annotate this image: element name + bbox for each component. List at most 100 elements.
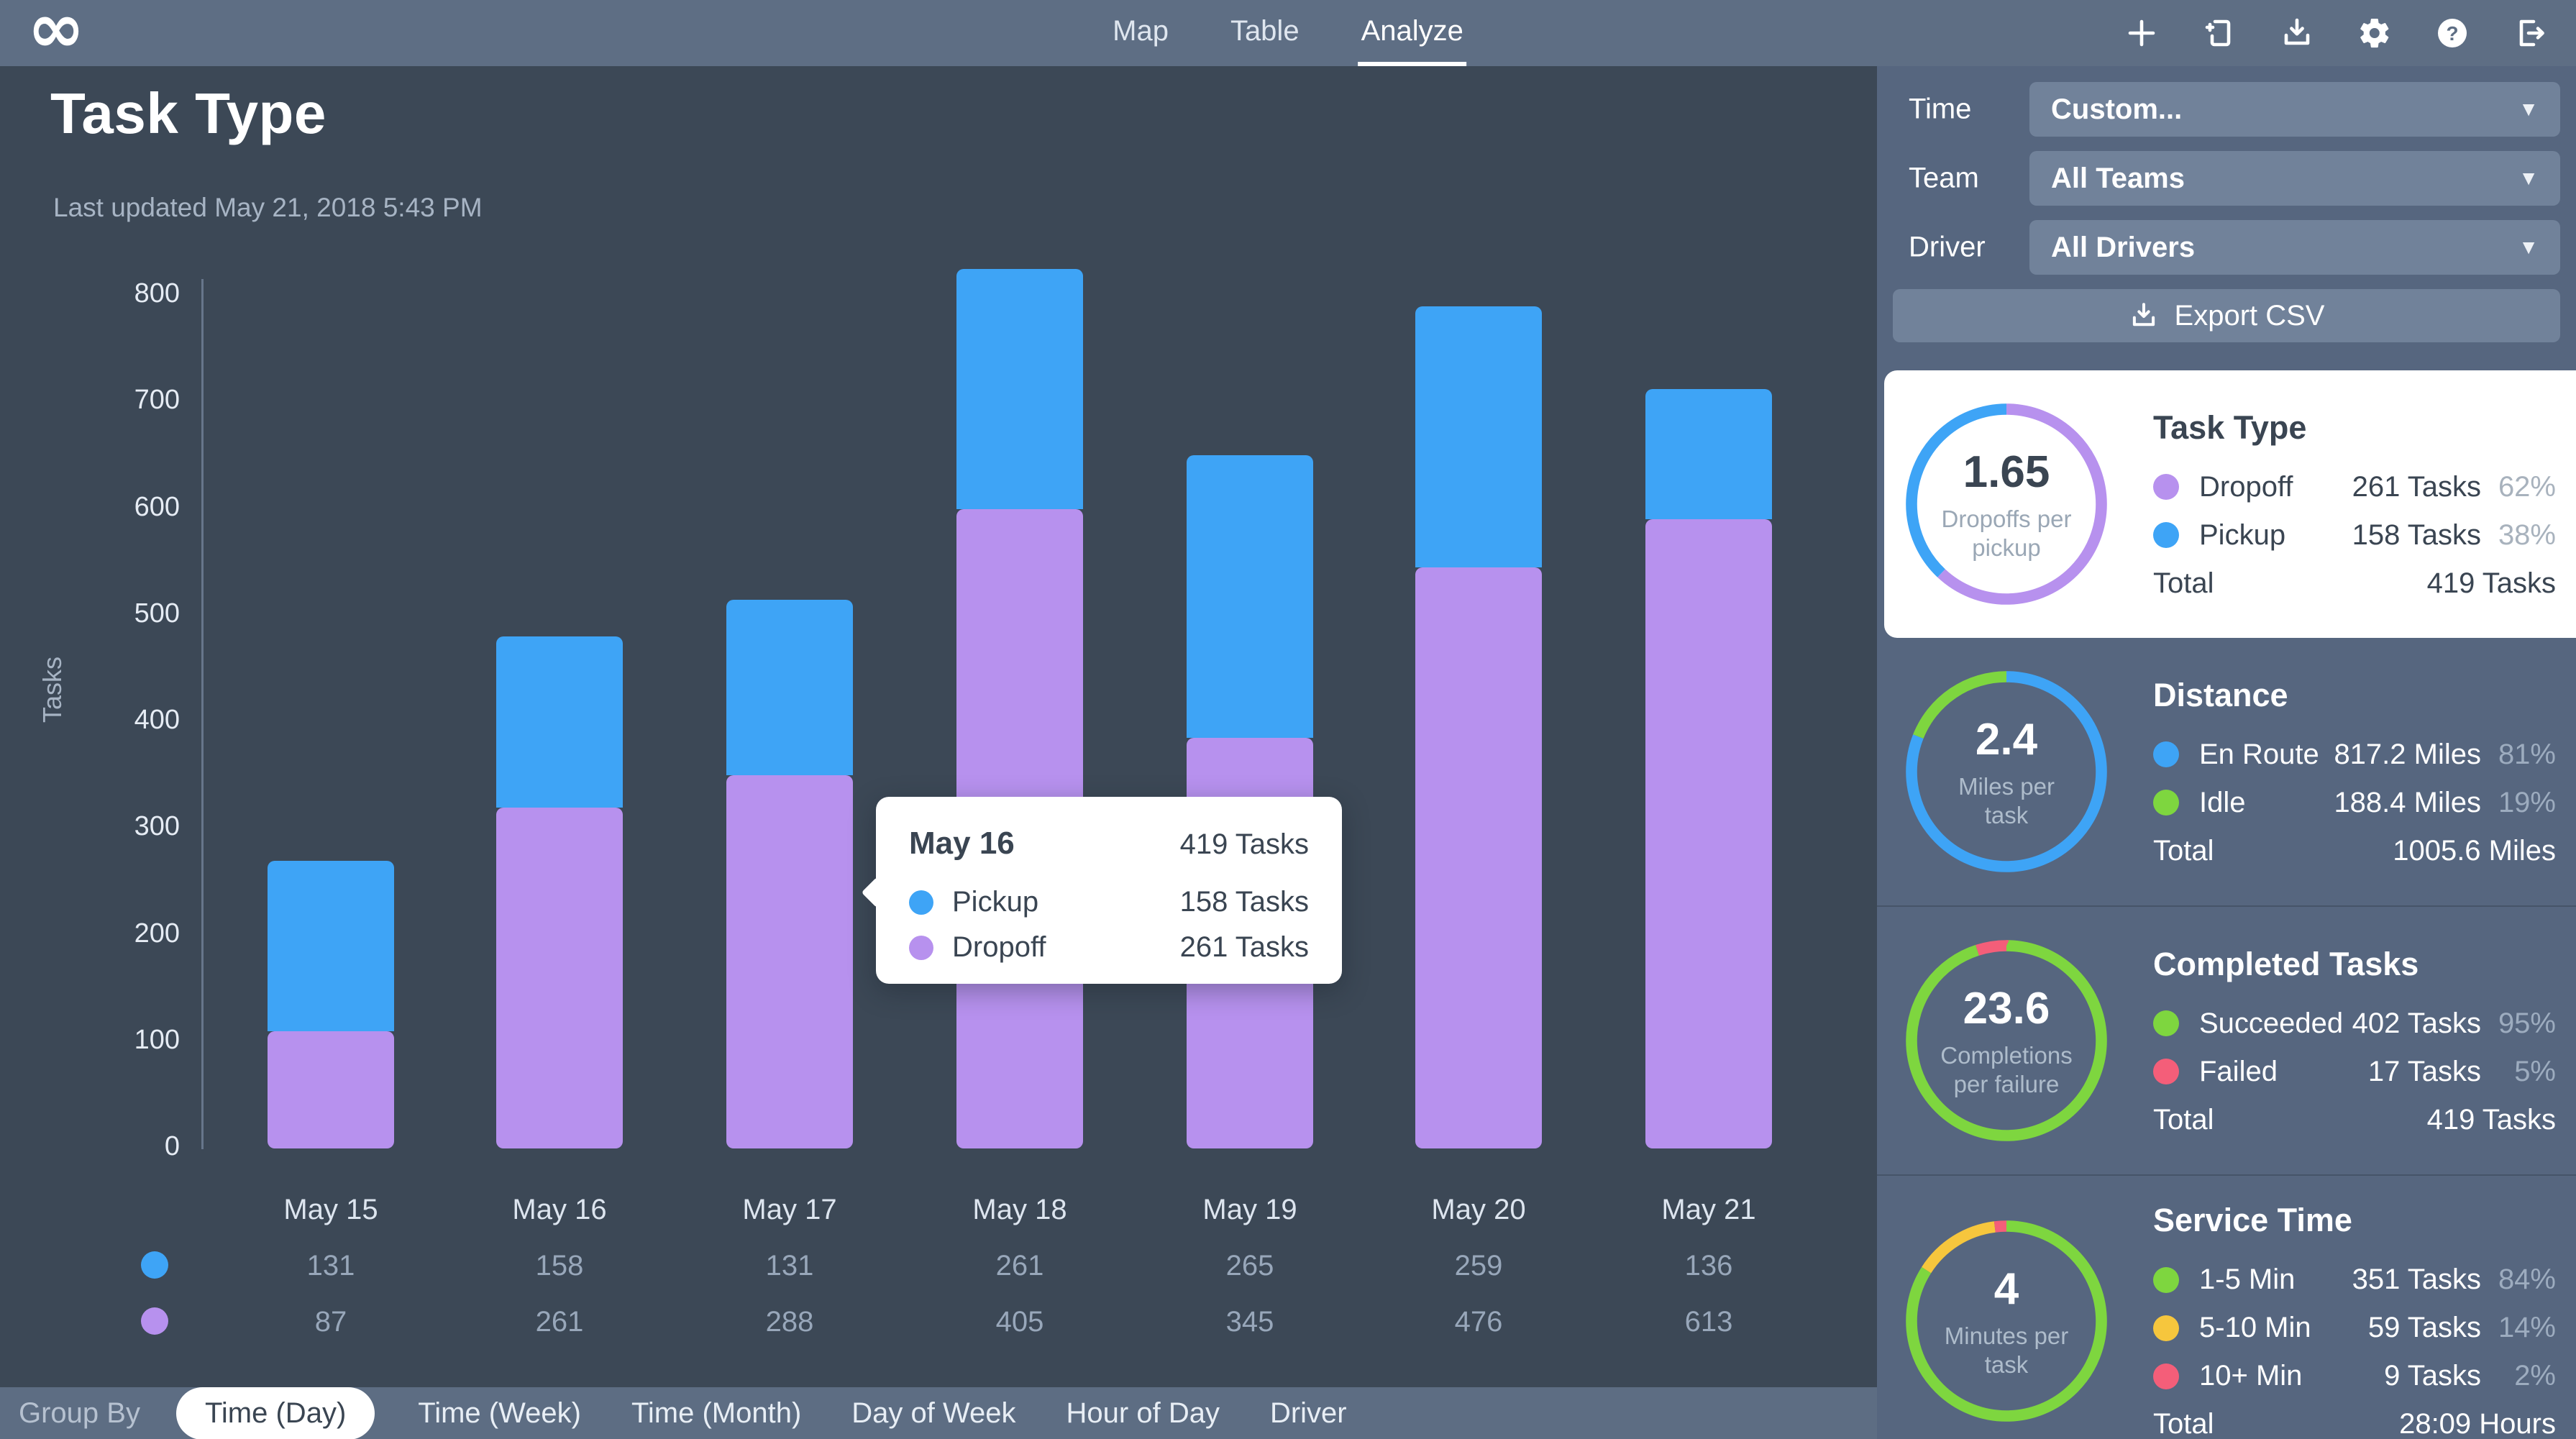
metric-row: 1-5 Min 351 Tasks 84% [2153,1264,2556,1296]
tab-analyze[interactable]: Analyze [1358,0,1466,66]
card-title: Service Time [2153,1202,2352,1238]
metric-card-task-type[interactable]: 1.65 Dropoffs per pickup Task Type Dropoff 2… [1884,370,2576,638]
card-title: Distance [2153,676,2288,713]
bar-pickup-segment[interactable] [1415,306,1542,568]
group-by-option-driver[interactable]: Driver [1269,1397,1347,1429]
pickup-count-value: 265 [1225,1250,1274,1282]
tooltip-row-value: 261 Tasks [1179,931,1309,963]
metric-card-distance[interactable]: 2.4 Miles per task Distance En Route 817.2 M… [1877,638,2576,905]
metric-row-label: Dropoff [2199,470,2293,503]
pickup-count-value: 259 [1454,1250,1503,1282]
x-axis-category-label: May 20 [1431,1194,1526,1225]
metric-row-percent: 38% [2498,519,2556,551]
pickup-count-value: 131 [765,1250,814,1282]
total-value: 1005.6 Miles [2393,834,2556,867]
metric-row-label: 1-5 Min [2199,1264,2296,1295]
card-body: Completed Tasks Succeeded 402 Tasks 95% Fail… [2153,946,2556,1136]
y-tick-label: 600 [134,491,180,522]
y-tick-label: 200 [134,918,180,949]
svg-text:?: ? [2446,22,2458,45]
group-by-options: Time (Day) Time (Week) Time (Month) Day of … [175,1387,1354,1439]
group-by-option-time-week-[interactable]: Time (Week) [418,1397,581,1429]
y-tick-label: 100 [134,1024,180,1055]
donut-center-text: 4 Minutes per task [1899,1213,2114,1429]
bar-pickup-segment[interactable] [496,636,623,808]
failed-dot-icon [2153,1059,2179,1084]
dropoff-dot-icon [2153,474,2179,500]
metric-row-value: 17 Tasks [2367,1055,2481,1087]
tooltip-row: Pickup 158 Tasks [909,886,1309,918]
time-dropdown[interactable]: Custom... ▼ [2029,82,2560,137]
total-label: Total [2153,834,2214,867]
y-tick-label: 700 [134,385,180,416]
metric-card-service-time[interactable]: 4 Minutes per task Service Time 1-5 Min 351 … [1877,1174,2576,1439]
bar-pickup-segment[interactable] [956,268,1083,509]
bar-pickup-segment[interactable] [726,599,853,776]
metric-row: Idle 188.4 Miles 19% [2153,787,2556,819]
metric-label: Completions per failure [1940,1041,2073,1097]
metric-row: Succeeded 402 Tasks 95% [2153,1008,2556,1040]
group-by-option-time-day-[interactable]: Time (Day) [175,1387,375,1439]
metric-row-label: En Route [2199,738,2319,770]
filter-row-time: Time Custom... ▼ [1893,82,2560,137]
bar-pickup-segment[interactable] [1187,455,1313,739]
metric-value: 23.6 [1963,983,2050,1033]
metric-label: Dropoffs per pickup [1941,505,2072,561]
metric-row-label: Failed [2199,1055,2278,1087]
analytics-sidebar: Time Custom... ▼ Team All Teams ▼ Driver All Dr… [1877,66,2576,1439]
chart-tooltip: May 16 419 Tasks Pickup 158 Tasks Dropoff 2… [876,797,1342,984]
tab-map[interactable]: Map [1113,14,1169,47]
onfleet-logo-icon[interactable]: ∞ [27,0,85,68]
help-icon[interactable]: ? [2435,16,2470,50]
pickup-dot-icon [909,890,933,915]
bar-pickup-segment[interactable] [1645,389,1772,520]
total-row: Total 28:09 Hours [2153,1408,2556,1439]
tooltip-row-label: Dropoff [952,931,1046,963]
total-label: Total [2153,1103,2214,1136]
metric-row-value: 188.4 Miles [2334,786,2481,818]
import-document-icon[interactable] [2202,16,2237,50]
metric-value: 2.4 [1975,714,2038,764]
metric-row-percent: 84% [2498,1264,2556,1295]
bar-dropoff-segment[interactable] [1645,519,1772,1148]
team-dropdown[interactable]: All Teams ▼ [2029,151,2560,206]
group-by-option-time-month-[interactable]: Time (Month) [631,1397,802,1429]
driver-dropdown[interactable]: All Drivers ▼ [2029,220,2560,275]
y-tick-label: 800 [134,278,180,309]
total-row: Total 419 Tasks [2153,567,2556,600]
tooltip-row-label: Pickup [952,886,1039,918]
bar-dropoff-segment[interactable] [726,775,853,1148]
metric-row-value: 351 Tasks [2352,1264,2481,1295]
metric-row-value: 9 Tasks [2384,1360,2481,1392]
settings-gear-icon[interactable] [2357,16,2392,50]
logout-icon[interactable] [2513,16,2547,50]
pickup-count-value: 158 [535,1250,584,1282]
metric-row: Pickup 158 Tasks 38% [2153,519,2556,552]
dropdown-selected-value: All Drivers [2051,231,2196,263]
pickup-count-value: 261 [995,1250,1044,1282]
bar-dropoff-segment[interactable] [1415,567,1542,1148]
chevron-down-icon: ▼ [2518,167,2539,189]
card-body: Distance En Route 817.2 Miles 81% Idle 188.4 … [2153,677,2556,867]
metric-row-value: 261 Tasks [2352,470,2481,503]
bar-pickup-segment[interactable] [268,860,394,1031]
succeeded-dot-icon [2153,1010,2179,1036]
metric-row: En Route 817.2 Miles 81% [2153,739,2556,771]
card-body: Service Time 1-5 Min 351 Tasks 84% 5-10 Min 5… [2153,1202,2556,1439]
download-icon[interactable] [2280,16,2314,50]
tooltip-total: 419 Tasks [1179,828,1309,860]
5-10-min-dot-icon [2153,1315,2179,1341]
metric-row: 5-10 Min 59 Tasks 14% [2153,1312,2556,1344]
group-by-option-hour-of-day[interactable]: Hour of Day [1066,1397,1220,1429]
bar-dropoff-segment[interactable] [496,807,623,1148]
metric-card-completed-tasks[interactable]: 23.6 Completions per failure Completed Tas… [1877,905,2576,1174]
metric-row-label: 10+ Min [2199,1360,2303,1392]
bar-dropoff-segment[interactable] [268,1031,394,1148]
tooltip-row-value: 158 Tasks [1179,886,1309,918]
add-icon[interactable] [2124,16,2159,50]
export-csv-button[interactable]: Export CSV [1893,289,2560,342]
total-value: 28:09 Hours [2399,1408,2556,1439]
tab-table[interactable]: Table [1230,14,1300,47]
metric-row-label: 5-10 Min [2199,1312,2311,1343]
group-by-option-day-of-week[interactable]: Day of Week [851,1397,1016,1429]
